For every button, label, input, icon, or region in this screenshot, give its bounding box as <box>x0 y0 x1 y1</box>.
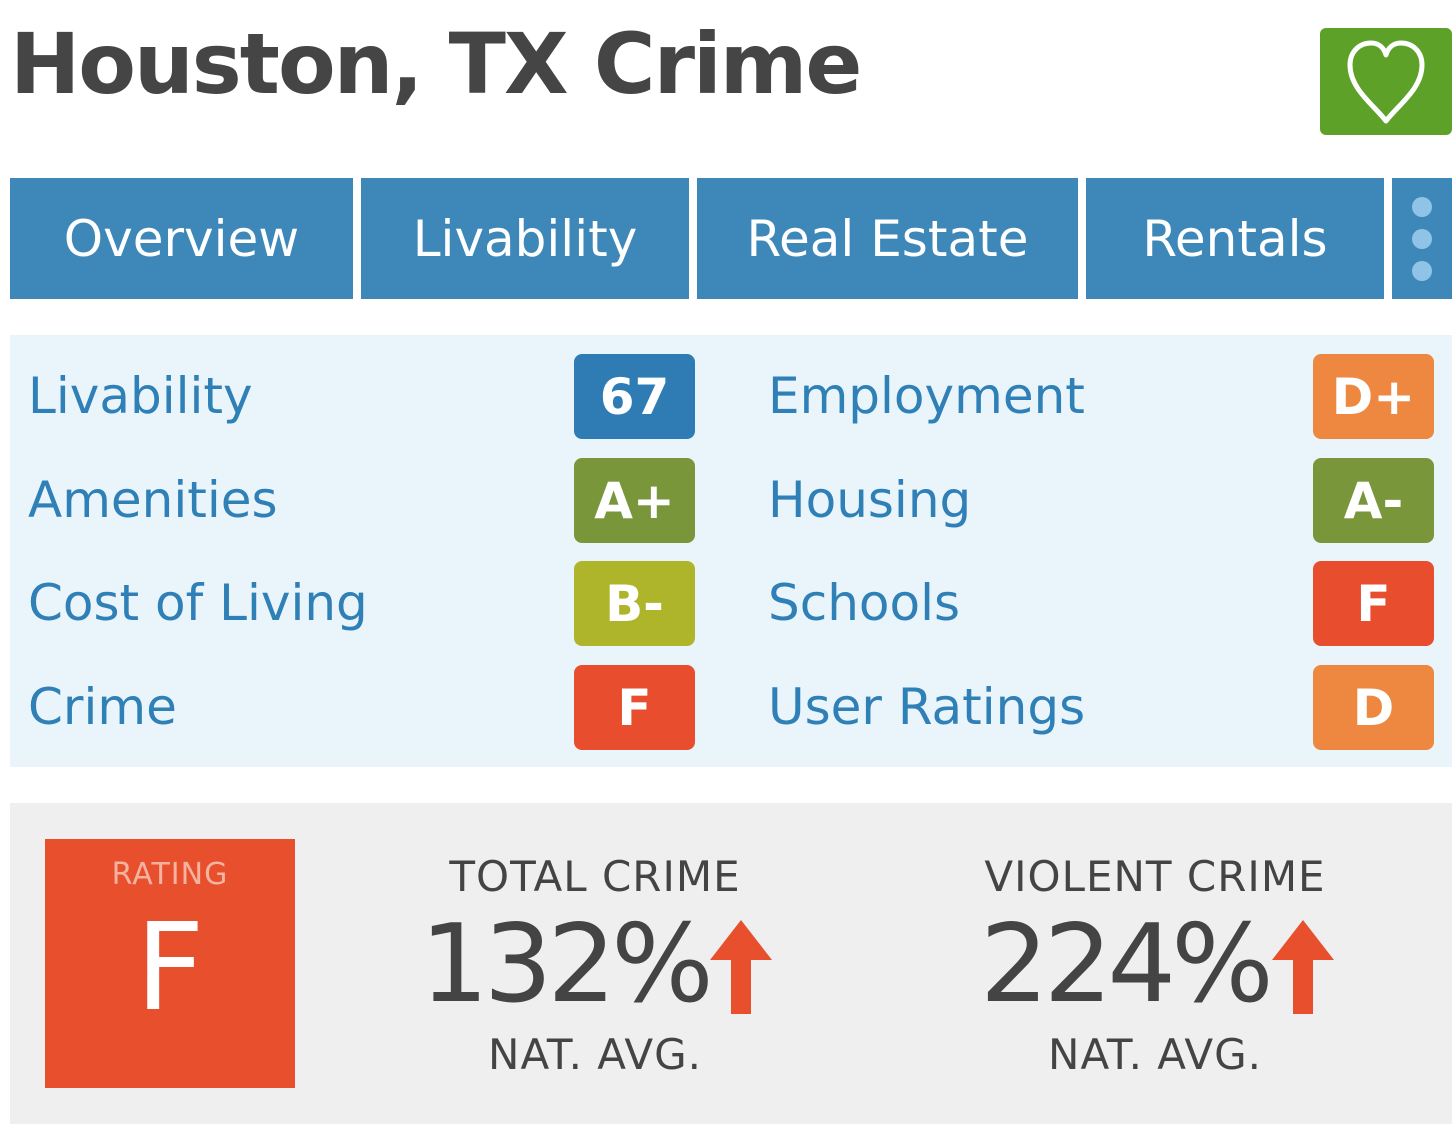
vertical-dots-icon <box>1412 196 1432 217</box>
violent-crime-sub: NAT. AVG. <box>1048 1030 1262 1079</box>
score-badge-amenities: A+ <box>574 458 695 543</box>
score-badge-housing: A- <box>1313 458 1434 543</box>
tab-real-estate[interactable]: Real Estate <box>697 178 1078 299</box>
score-badge-livability: 67 <box>574 354 695 439</box>
total-crime-value: 132% <box>420 902 714 1027</box>
up-arrow-icon <box>710 920 772 1014</box>
favorite-button[interactable] <box>1320 28 1452 135</box>
score-label-cost-of-living[interactable]: Cost of Living <box>28 574 368 632</box>
nav-tabs: Overview Livability Real Estate Rentals <box>10 178 1452 299</box>
page-title: Houston, TX Crime <box>10 15 862 113</box>
score-badge-schools: F <box>1313 561 1434 646</box>
crime-rating-box: RATING F <box>45 839 295 1088</box>
score-label-employment[interactable]: Employment <box>768 367 1085 425</box>
tab-livability[interactable]: Livability <box>361 178 689 299</box>
score-label-crime[interactable]: Crime <box>28 678 177 736</box>
total-crime-arrow <box>710 920 772 1014</box>
total-crime-sub: NAT. AVG. <box>488 1030 702 1079</box>
up-arrow-icon <box>1272 920 1334 1014</box>
rating-grade: F <box>135 899 205 1038</box>
score-label-schools[interactable]: Schools <box>768 574 961 632</box>
tab-rentals[interactable]: Rentals <box>1086 178 1384 299</box>
heart-icon <box>1347 40 1425 123</box>
score-badge-cost-of-living: B- <box>574 561 695 646</box>
score-badge-crime: F <box>574 665 695 750</box>
violent-crime-value: 224% <box>980 902 1274 1027</box>
violent-crime-heading: VIOLENT CRIME <box>984 852 1326 901</box>
violent-crime-arrow <box>1272 920 1334 1014</box>
score-badge-user-ratings: D <box>1313 665 1434 750</box>
score-label-user-ratings[interactable]: User Ratings <box>768 678 1086 736</box>
score-card: Livability 67 Amenities A+ Cost of Livin… <box>10 335 1452 767</box>
score-badge-employment: D+ <box>1313 354 1434 439</box>
more-tabs-button[interactable] <box>1392 178 1452 299</box>
score-label-housing[interactable]: Housing <box>768 471 972 529</box>
rating-label: RATING <box>111 857 229 892</box>
score-label-amenities[interactable]: Amenities <box>28 471 278 529</box>
tab-overview[interactable]: Overview <box>10 178 353 299</box>
total-crime-heading: TOTAL CRIME <box>449 852 741 901</box>
score-label-livability[interactable]: Livability <box>28 367 253 425</box>
